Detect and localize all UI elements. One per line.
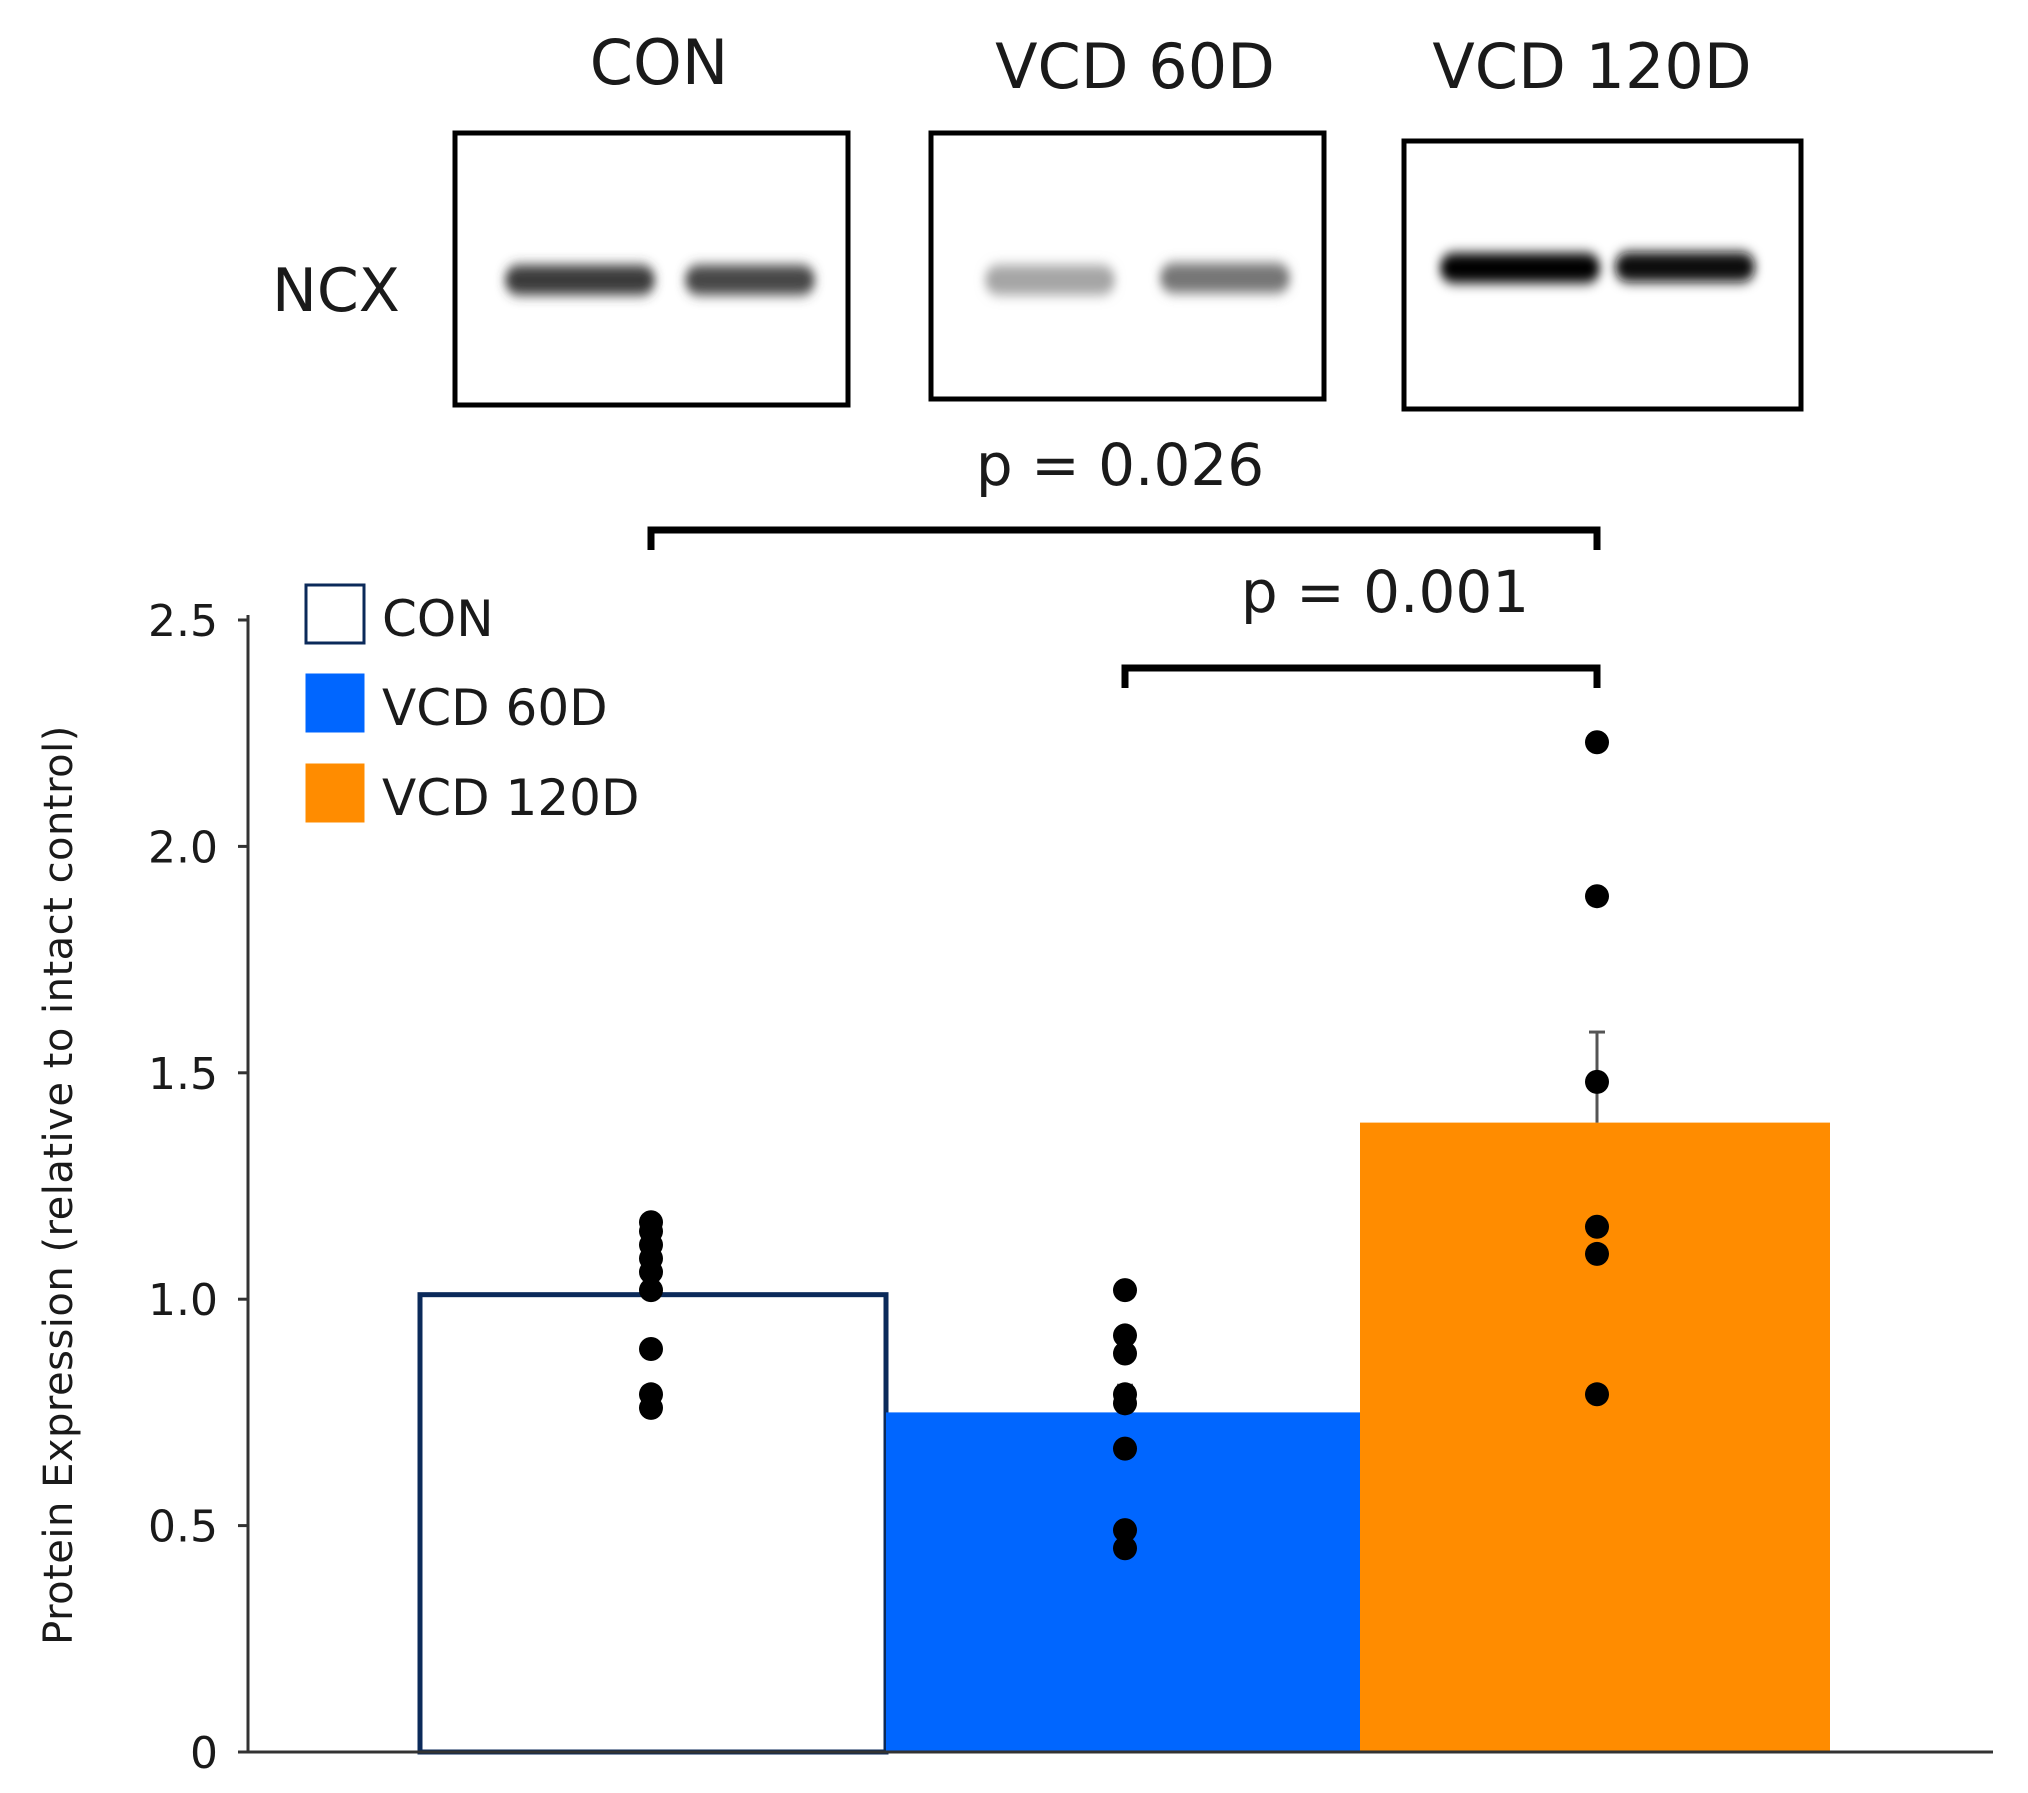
y-axis-label: Protein Expression (relative to intact c… <box>36 725 82 1645</box>
data-point <box>1113 1436 1137 1461</box>
blot-label-con: CON <box>590 26 728 99</box>
y-tick-label: 1.5 <box>148 1049 218 1100</box>
data-point <box>1113 1278 1137 1303</box>
data-point <box>1113 1536 1137 1561</box>
blot-label-vcd-60d: VCD 60D <box>995 30 1275 103</box>
bars <box>417 1122 1830 1755</box>
bar-vcd-60d <box>886 1412 1360 1752</box>
data-point <box>1585 1214 1609 1239</box>
legend-label: CON <box>382 590 494 648</box>
blot-band <box>1160 263 1290 293</box>
p-value-label: p = 0.026 <box>976 431 1264 499</box>
blot-band <box>1440 253 1600 283</box>
legend-label: VCD 60D <box>382 679 608 737</box>
significance-brackets: p = 0.026 p = 0.001 <box>647 431 1601 688</box>
p-value-label: p = 0.001 <box>1241 558 1529 626</box>
data-point <box>639 1260 663 1285</box>
legend-swatch <box>305 673 365 733</box>
data-point <box>1585 884 1609 909</box>
legend-label: VCD 120D <box>382 769 639 827</box>
bar-con <box>417 1292 889 1755</box>
data-point <box>1113 1518 1137 1543</box>
data-point <box>639 1337 663 1362</box>
western-blot: CON VCD 60D VCD 120D NCX <box>272 26 1804 412</box>
significance-bracket <box>1121 664 1601 688</box>
y-tick-label: 1.0 <box>148 1275 218 1326</box>
data-point <box>1585 730 1609 755</box>
blot-band <box>985 265 1115 295</box>
blot-label-vcd-120d: VCD 120D <box>1432 30 1751 103</box>
data-point <box>1585 1382 1609 1407</box>
legend-swatch <box>304 583 366 645</box>
legend-swatch <box>305 763 365 823</box>
blot-band <box>685 265 815 295</box>
blot-bands <box>505 252 1755 295</box>
data-point <box>639 1278 663 1303</box>
blot-row-label-ncx: NCX <box>272 256 400 326</box>
blot-band <box>1615 252 1755 282</box>
legend: CON VCD 60D VCD 120D <box>304 583 639 827</box>
y-tick-label: 2.5 <box>148 596 218 647</box>
data-point <box>1113 1341 1137 1366</box>
blot-band <box>505 265 655 295</box>
significance-bracket <box>647 526 1601 550</box>
data-point <box>1585 1241 1609 1266</box>
data-point <box>639 1395 663 1420</box>
data-points <box>639 730 1609 1561</box>
y-tick-label: 0 <box>190 1728 218 1779</box>
y-tick-label: 2.0 <box>148 822 218 873</box>
y-tick-label: 0.5 <box>148 1502 218 1553</box>
bar-chart: Protein Expression (relative to intact c… <box>36 431 1993 1779</box>
data-point <box>1113 1323 1137 1348</box>
data-point <box>1113 1391 1137 1416</box>
y-axis-ticks: 0 0.5 1.0 1.5 2.0 2.5 <box>148 596 248 1779</box>
data-point <box>1585 1069 1609 1094</box>
axes <box>246 615 1993 1754</box>
